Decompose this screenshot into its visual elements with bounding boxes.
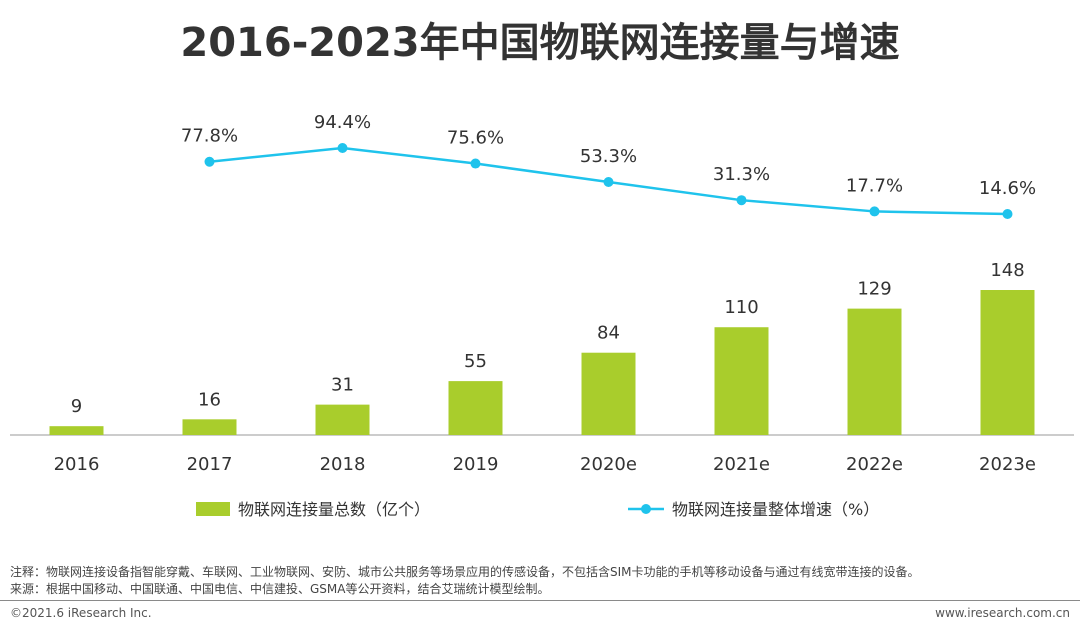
growth-label-2021e: 31.3%	[713, 164, 770, 185]
copyright-text: ©2021.6 iResearch Inc.	[10, 606, 152, 620]
bar-label-2023e: 148	[990, 260, 1024, 281]
chart-area: 9 16 31 55 84 110 129 148 2016 2017 2018 2019 2020e 2…	[10, 112, 1074, 519]
legend-line-marker	[641, 504, 651, 514]
footer-divider	[0, 600, 1080, 601]
x-tick-label-2020e: 2020e	[580, 454, 637, 475]
bar-label-2016: 9	[71, 396, 82, 417]
bar-label-2019: 55	[464, 351, 487, 372]
legend-line-label: 物联网连接量整体增速（%）	[672, 500, 879, 519]
growth-label-2020e: 53.3%	[580, 146, 637, 167]
growth-point-2021e	[736, 195, 747, 206]
chart-source: 来源：根据中国移动、中国联通、中国电信、中信建投、GSMA等公开资料，结合艾瑞统…	[10, 582, 550, 596]
growth-point-2019	[470, 158, 481, 169]
bar-2016	[49, 426, 104, 435]
bar-2020e	[581, 352, 636, 435]
bar-2022e	[847, 308, 902, 435]
x-tick-label-2023e: 2023e	[979, 454, 1036, 475]
chart-title: 2016-2023年中国物联网连接量与增速	[180, 20, 900, 66]
bar-label-2020e: 84	[597, 323, 620, 344]
website-link[interactable]: www.iresearch.com.cn	[935, 606, 1070, 620]
legend-bar-swatch	[196, 502, 230, 516]
bar-2018	[315, 404, 370, 435]
bar-label-2021e: 110	[724, 297, 758, 318]
bar-2021e	[714, 327, 769, 435]
x-tick-label-2019: 2019	[453, 454, 499, 475]
growth-point-2020e	[603, 176, 614, 187]
bar-2019	[448, 381, 503, 435]
bar-2017	[182, 419, 237, 435]
x-tick-label-2021e: 2021e	[713, 454, 770, 475]
bar-label-2022e: 129	[857, 279, 891, 300]
legend-bar-label: 物联网连接量总数（亿个）	[238, 500, 430, 519]
bar-label-2017: 16	[198, 389, 221, 410]
growth-label-2017: 77.8%	[181, 126, 238, 147]
x-tick-label-2017: 2017	[187, 454, 233, 475]
growth-point-2022e	[869, 206, 880, 217]
bar-2023e	[980, 290, 1035, 435]
growth-label-2019: 75.6%	[447, 128, 504, 149]
x-tick-label-2016: 2016	[54, 454, 100, 475]
bar-label-2018: 31	[331, 375, 354, 396]
growth-label-2018: 94.4%	[314, 112, 371, 133]
chart-note: 注释：物联网连接设备指智能穿戴、车联网、工业物联网、安防、城市公共服务等场景应用…	[10, 565, 920, 579]
growth-label-2022e: 17.7%	[846, 175, 903, 196]
growth-point-2023e	[1002, 209, 1013, 219]
x-tick-label-2018: 2018	[320, 454, 366, 475]
growth-point-2017	[204, 156, 215, 167]
growth-label-2023e: 14.6%	[979, 178, 1036, 199]
x-tick-label-2022e: 2022e	[846, 454, 903, 475]
growth-point-2018	[337, 143, 348, 153]
